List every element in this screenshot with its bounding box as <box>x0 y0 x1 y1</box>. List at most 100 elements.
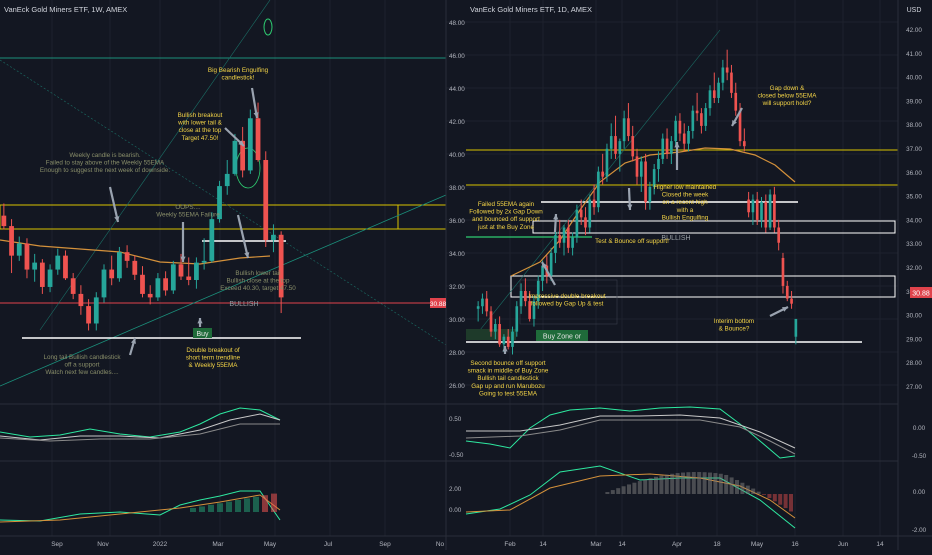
left-ind2-line-a <box>0 490 281 522</box>
y-tick-label: 30.00 <box>906 313 922 320</box>
candle-body <box>588 199 592 228</box>
annotation-arrowhead <box>197 318 203 324</box>
annotation-text: Long tail Bullish candlestick off a suppo… <box>43 354 121 376</box>
left-indicator-lines <box>0 407 281 523</box>
annotation-text: Weekly candle is bearish. Failed to stay … <box>40 152 170 174</box>
right-buy-zone-badge <box>536 330 588 341</box>
histogram-bar <box>605 492 610 494</box>
right-chart-title: VanEck Gold Miners ETF, 1D, AMEX <box>470 5 592 14</box>
x-tick-label: Jun <box>838 541 849 548</box>
right-buy-zone-label: Buy Zone or <box>543 334 582 341</box>
candle-body <box>140 274 145 294</box>
histogram-bar <box>686 472 691 494</box>
annotation-arrowhead <box>114 216 120 222</box>
candle-body <box>764 202 768 228</box>
left-chart-title: VanEck Gold Miners ETF, 1W, AMEX <box>4 5 127 14</box>
y-tick-label: 34.00 <box>449 251 465 258</box>
candle-body <box>78 293 84 307</box>
histogram-bar <box>735 480 739 494</box>
y-tick-label: 34.00 <box>906 217 922 224</box>
annotation-arrow <box>108 186 120 223</box>
candle-body <box>575 209 579 238</box>
indicator-tick-label: 0.00 <box>913 489 926 496</box>
candle-body <box>704 108 708 126</box>
candle-body <box>16 243 22 256</box>
left-target-circle <box>263 18 273 36</box>
annotation-text: Test & Bounce off support! <box>595 238 669 245</box>
candle-body <box>240 140 246 171</box>
candle-body <box>201 260 207 263</box>
candle-body <box>674 120 677 142</box>
candle-body <box>712 90 716 98</box>
right-ind2-line-b <box>465 473 796 519</box>
annotation-arrowhead <box>238 140 244 146</box>
candle-body <box>147 293 153 298</box>
histogram-bar <box>789 494 793 512</box>
annotation-text: Higher low maintained Closed the week on a… <box>654 184 717 221</box>
candle-body <box>511 331 514 347</box>
histogram-bar <box>632 482 637 494</box>
candle-body <box>678 120 682 134</box>
annotation-arrowhead <box>244 252 250 258</box>
candle-body <box>670 141 673 154</box>
histogram-bar <box>271 493 277 512</box>
histogram-bar <box>664 474 669 494</box>
indicator-tick-label: 0.00 <box>913 425 926 432</box>
candle-body <box>781 257 785 286</box>
annotation-text: Impressive double breakout followed by Ga… <box>528 293 606 308</box>
candle-body <box>790 298 793 304</box>
left-annotations: Big Bearish Engulfing candlestick! Bullish… <box>40 67 296 376</box>
y-tick-label: 40.00 <box>906 75 922 82</box>
x-tick-label: No <box>436 541 445 548</box>
left-bullish-label: BULLISH <box>229 301 258 308</box>
candle-body <box>55 255 61 270</box>
candle-body <box>93 297 99 324</box>
right-ind1-line-a <box>465 406 796 459</box>
candle-body <box>247 118 253 171</box>
x-tick-label: Sep <box>379 541 391 548</box>
annotation-arrowhead <box>253 112 259 118</box>
y-tick-label: 26.00 <box>449 383 465 390</box>
candle-body <box>224 173 230 187</box>
annotation-text: Double breakout of short term trendline & … <box>186 347 241 369</box>
candle-body <box>549 252 553 276</box>
left-price-badge <box>430 298 446 308</box>
histogram-bar <box>713 473 718 494</box>
candle-body <box>63 255 68 279</box>
x-tick-label: Nov <box>97 541 109 548</box>
annotation-arrowhead <box>732 120 737 126</box>
candle-body <box>584 217 587 228</box>
x-tick-label: Jul <box>324 541 333 548</box>
candle-body <box>566 227 570 248</box>
y-tick-label: 37.00 <box>906 146 922 153</box>
candle-body <box>751 199 755 213</box>
right-grid <box>446 0 898 536</box>
right-indicator-lines <box>465 406 796 529</box>
y-tick-label: 35.00 <box>906 194 922 201</box>
histogram-bar <box>697 472 702 494</box>
annotation-text: Big Bearish Engulfing candlestick! <box>208 67 269 82</box>
candle-body <box>665 138 669 154</box>
candle-body <box>124 252 130 261</box>
left-trendline-down <box>0 59 447 346</box>
indicator-tick-label: 2.00 <box>449 486 462 493</box>
candle-body <box>734 92 738 111</box>
histogram-bar <box>783 494 788 509</box>
annotation-arrowhead <box>542 262 547 268</box>
candle-body <box>271 234 276 240</box>
candle-body <box>278 234 284 298</box>
candle-body <box>755 199 759 220</box>
x-tick-label: 14 <box>876 541 884 548</box>
candle-body <box>506 336 510 347</box>
histogram-bar <box>772 494 777 502</box>
candle-body <box>571 237 574 248</box>
histogram-bar <box>654 476 658 494</box>
candle-body <box>725 67 729 73</box>
candle-body <box>700 113 703 126</box>
x-tick-label: 14 <box>539 541 547 548</box>
histogram-bar <box>691 472 696 494</box>
histogram-bar <box>756 491 761 494</box>
